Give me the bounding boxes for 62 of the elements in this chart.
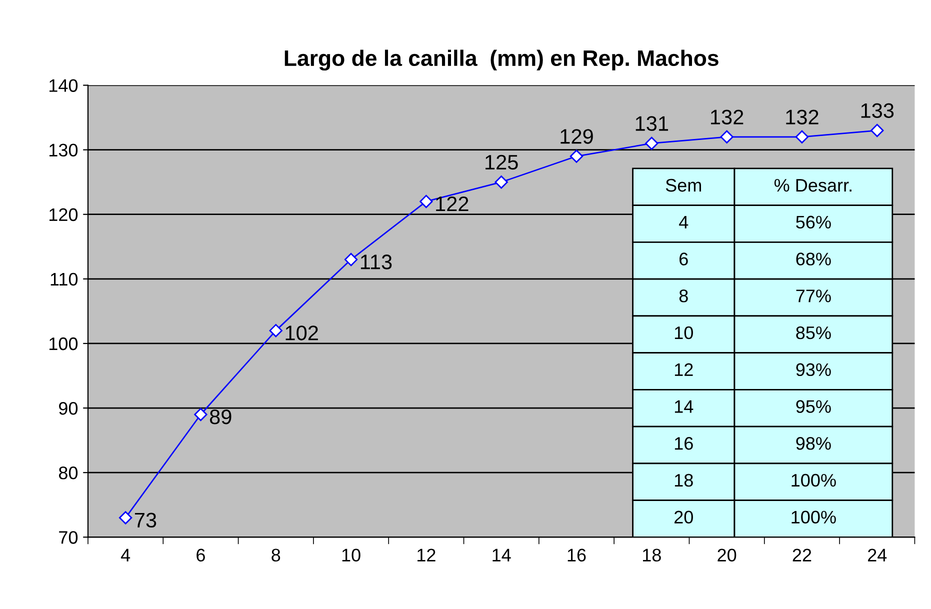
annotation: 77% <box>796 290 831 302</box>
y-tick-label: 70 <box>59 531 78 544</box>
annotation: 20 <box>674 510 693 524</box>
annotation: 98% <box>796 437 831 450</box>
data-label: 129 <box>560 129 593 144</box>
x-tick-label: 4 <box>120 548 130 562</box>
x-tick-label: 6 <box>196 548 205 562</box>
data-label: 73 <box>134 512 156 528</box>
data-label: 133 <box>861 103 894 118</box>
annotation: 4 <box>679 216 688 228</box>
y-tick-label: 110 <box>50 272 78 286</box>
annotation: 100% <box>792 510 836 524</box>
data-label: 122 <box>436 196 468 212</box>
annotation: 18 <box>674 474 693 487</box>
data-label: 132 <box>786 110 818 124</box>
point <box>344 252 358 266</box>
annotation: Sem <box>666 178 702 192</box>
chart-title: Largo de la canilla (mm) en Rep. Machos <box>284 50 718 71</box>
annotation: 56% <box>796 216 831 229</box>
annotation: 93% <box>796 363 831 376</box>
annotation: % Desarr. <box>774 178 852 192</box>
y-tick-label: 100 <box>50 337 78 350</box>
y-tick-label: 80 <box>58 466 78 480</box>
point <box>870 124 884 138</box>
annotation: 95% <box>796 400 831 413</box>
annotation: 10 <box>674 326 693 340</box>
point <box>269 324 282 338</box>
annotation: 8 <box>679 290 688 302</box>
x-tick-label: 18 <box>642 548 661 562</box>
annotation: 16 <box>674 437 693 450</box>
data-label: 113 <box>360 254 392 270</box>
x-tick-label: 10 <box>342 548 360 562</box>
y-tick-label: 140 <box>50 79 78 92</box>
point <box>494 176 508 189</box>
point <box>118 511 132 524</box>
point <box>194 408 208 422</box>
annotation: 14 <box>674 400 694 413</box>
y-tick-label: 90 <box>59 402 78 415</box>
x-tick-label: 16 <box>568 548 586 562</box>
point <box>420 194 433 208</box>
annotation: 85% <box>796 326 831 340</box>
point <box>570 150 584 163</box>
annotation: 100% <box>792 474 836 487</box>
x-tick-label: 14 <box>492 548 511 562</box>
x-tick-label: 8 <box>272 548 280 562</box>
x-tick-label: 22 <box>792 548 812 562</box>
x-tick-label: 12 <box>418 548 436 562</box>
y-tick-label: 130 <box>50 144 78 157</box>
point <box>795 130 809 144</box>
annotation: 6 <box>680 252 688 266</box>
point <box>720 130 734 144</box>
data-label: 131 <box>636 116 668 131</box>
data-label: 125 <box>486 154 518 170</box>
data-label: 102 <box>286 326 318 340</box>
y-tick-label: 120 <box>50 208 78 222</box>
data-label: 132 <box>711 110 744 124</box>
x-tick-label: 20 <box>718 548 736 562</box>
annotation: 12 <box>674 363 693 376</box>
annotation: 68% <box>796 252 831 266</box>
point <box>645 136 658 150</box>
data-label: 89 <box>210 409 232 424</box>
x-tick-label: 24 <box>868 548 887 562</box>
